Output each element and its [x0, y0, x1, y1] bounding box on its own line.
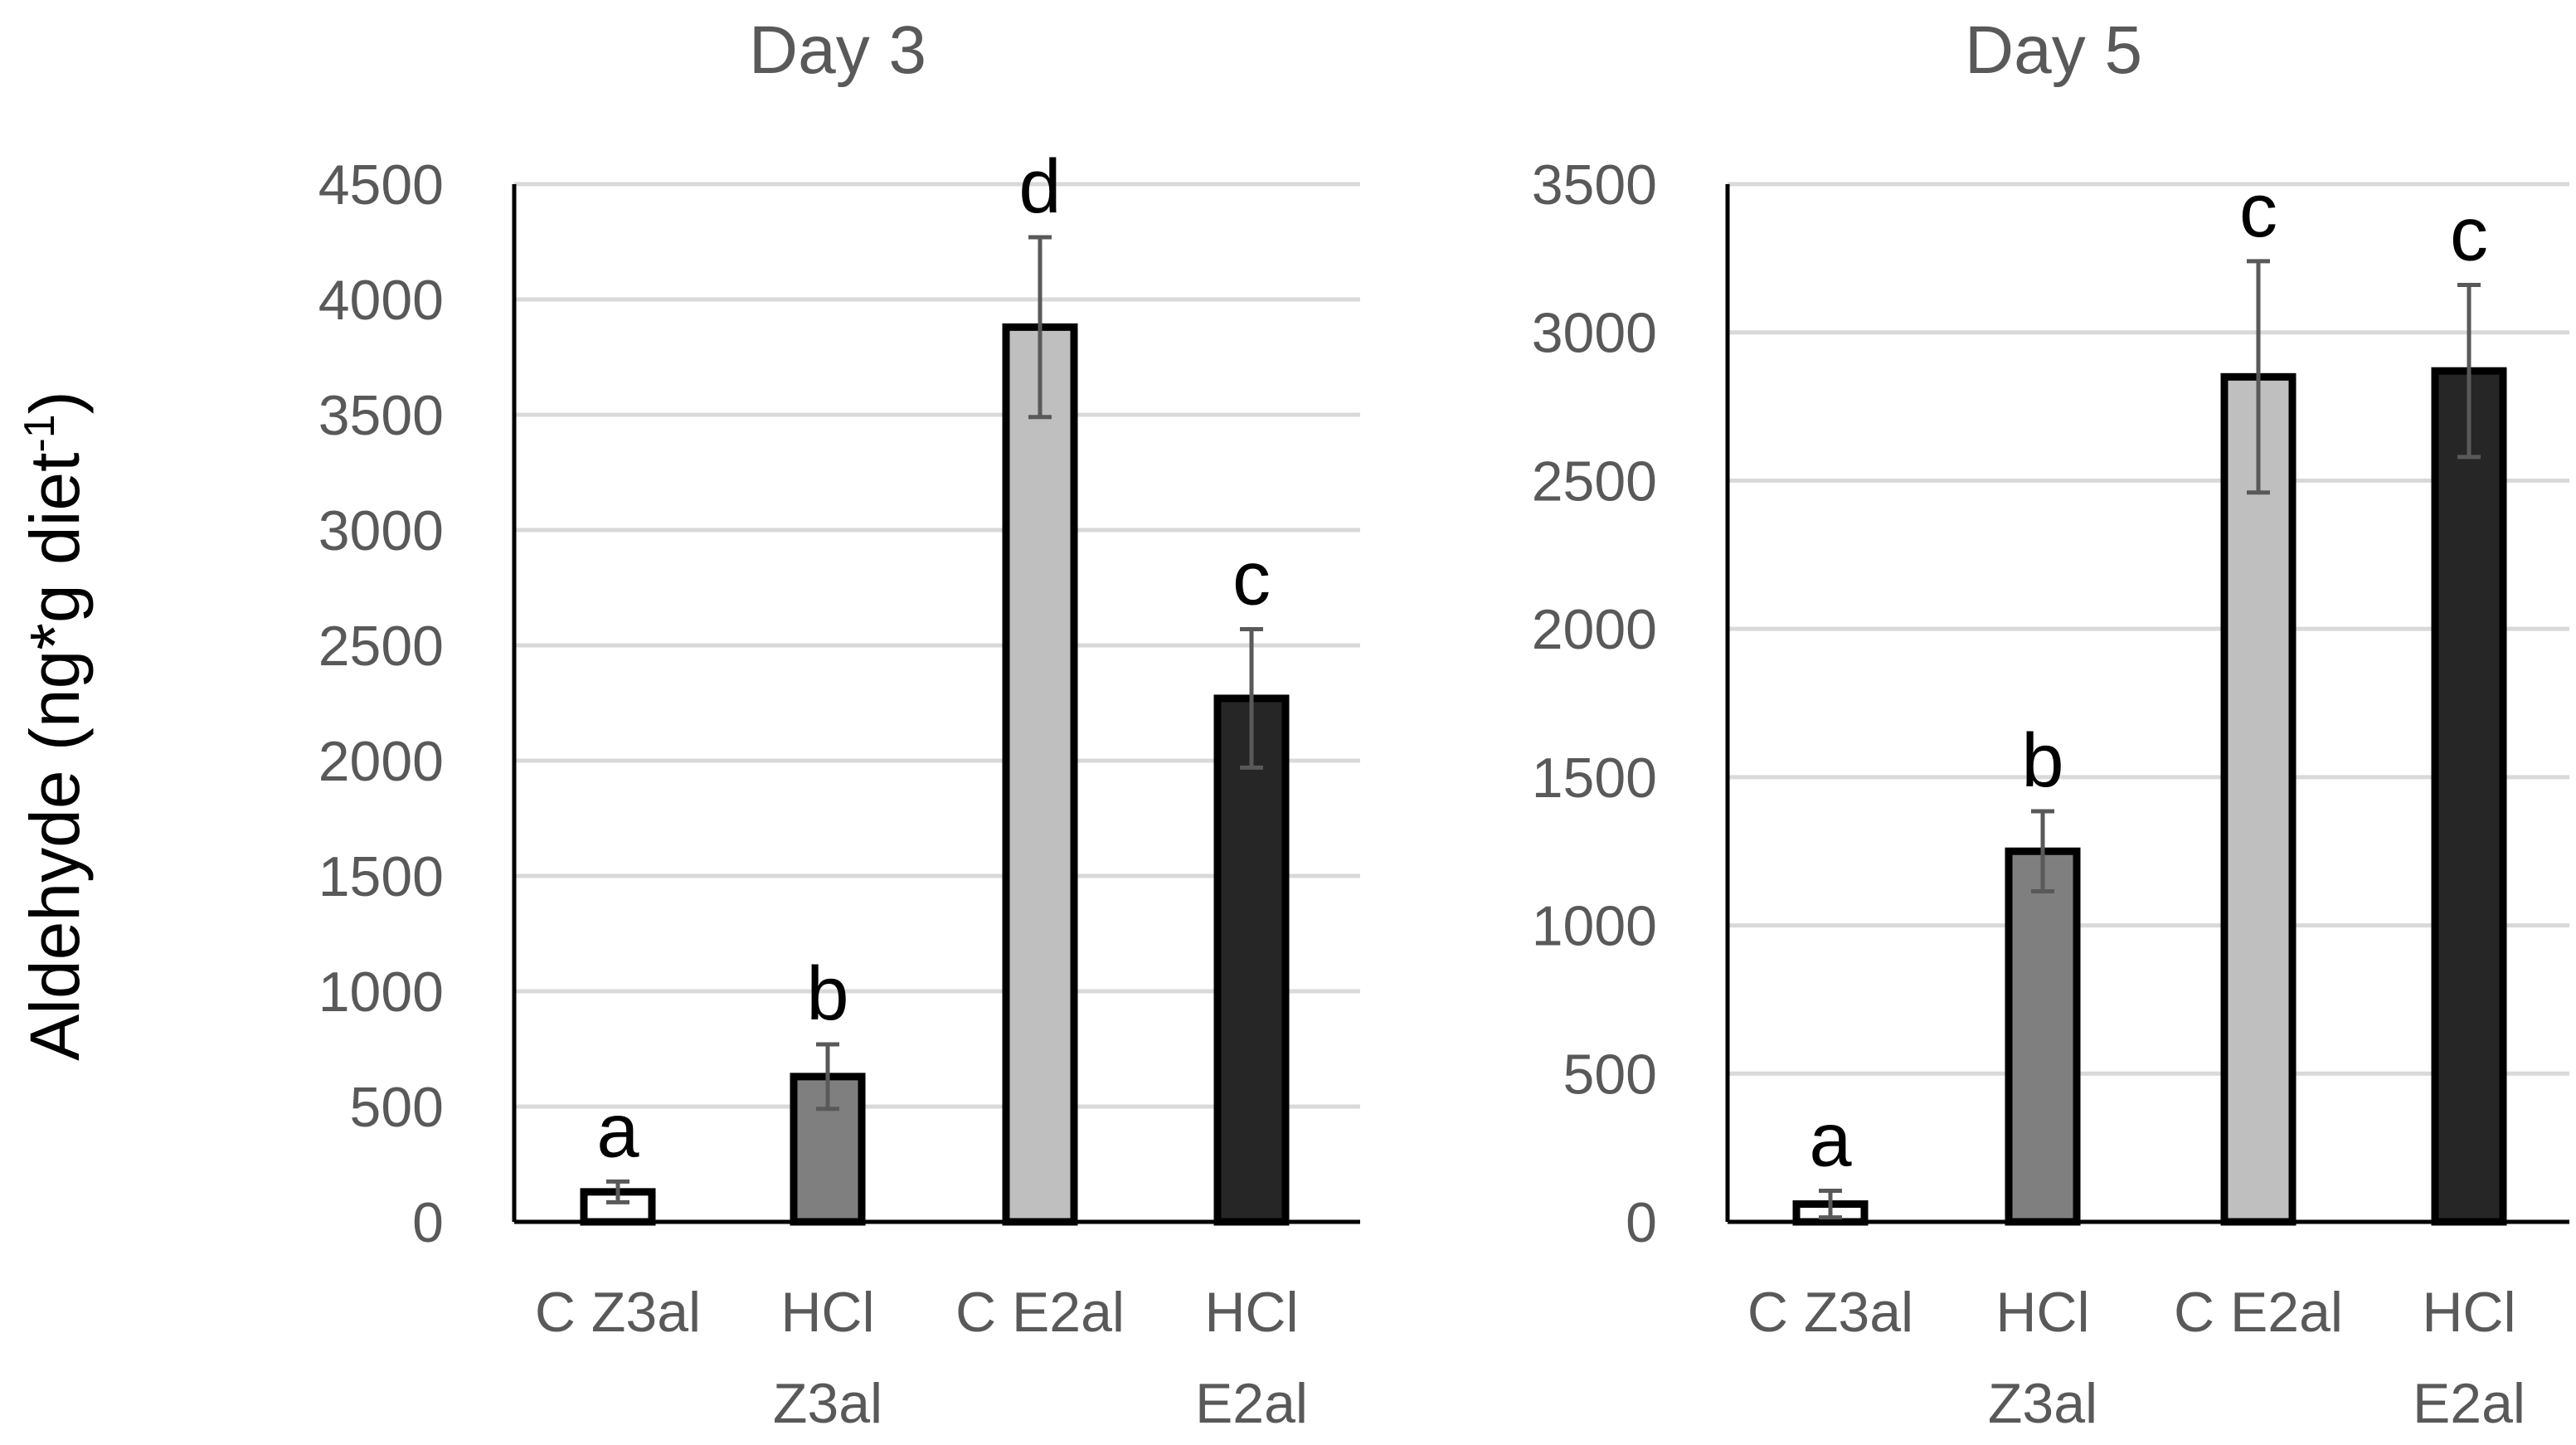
x-tick-label: HCl — [2422, 1281, 2515, 1344]
chart-title: Day 3 — [749, 12, 926, 88]
y-tick-label: 1000 — [318, 961, 444, 1024]
bar-c-e2al — [2220, 372, 2297, 1226]
error-bar — [606, 1179, 629, 1204]
y-tick-label: 1500 — [1532, 747, 1657, 810]
x-tick-label: C E2al — [955, 1281, 1125, 1344]
significance-letter: b — [806, 951, 848, 1036]
x-tick-label: Z3al — [773, 1372, 882, 1435]
y-tick-label: 3500 — [1532, 153, 1657, 217]
y-tick-label: 3500 — [318, 384, 444, 447]
y-tick-label: 2000 — [1532, 598, 1657, 661]
y-tick-label: 0 — [412, 1191, 444, 1254]
y-tick-label: 0 — [1626, 1191, 1657, 1254]
y-tick-label: 4000 — [318, 269, 444, 332]
error-bar — [816, 1042, 839, 1112]
error-bar — [2457, 283, 2481, 460]
chart-day-3: Day 3 0 500 1000 1500 2000 2500 3000 3500 4000 450… — [318, 12, 1360, 1435]
y-tick-label: 500 — [1563, 1043, 1657, 1106]
bar-c-e2al — [1002, 323, 1078, 1226]
error-bar — [2031, 809, 2054, 893]
x-tick-label: E2al — [1195, 1372, 1308, 1435]
y-tick-label: 4500 — [318, 153, 444, 217]
significance-letter: b — [2021, 718, 2063, 803]
y-tick-label: 2500 — [318, 615, 444, 678]
x-tick-label: Z3al — [1988, 1372, 2097, 1435]
error-bar — [2247, 259, 2270, 495]
bar-hcl-e2al — [2431, 367, 2507, 1226]
y-tick-label: 2000 — [318, 730, 444, 793]
x-tick-label: C Z3al — [535, 1281, 701, 1344]
x-tick-label: C E2al — [2174, 1281, 2343, 1344]
x-tick-label: C Z3al — [1747, 1281, 1913, 1344]
y-tick-label: 500 — [350, 1076, 444, 1139]
significance-letter: a — [596, 1088, 639, 1173]
y-tick-label: 3000 — [318, 499, 444, 562]
error-bar — [1819, 1188, 1842, 1220]
y-axis-label: Aldehyde (ng*g diet-1) — [16, 391, 94, 1060]
x-tick-label: HCl — [780, 1281, 874, 1344]
bar-hcl-e2al — [1213, 694, 1290, 1226]
x-tick-label: HCl — [1995, 1281, 2089, 1344]
significance-letter: c — [2450, 192, 2488, 277]
y-tick-label: 3000 — [1532, 302, 1657, 365]
significance-letter: c — [1232, 537, 1271, 621]
y-tick-label: 1000 — [1532, 895, 1657, 958]
significance-letter: a — [1809, 1097, 1852, 1182]
error-bar — [1028, 235, 1052, 420]
x-tick-label: E2al — [2413, 1372, 2525, 1435]
error-bar — [1240, 627, 1263, 770]
chart-day-5: Day 5 0 500 1000 1500 2000 2500 3000 3500 a C Z3al… — [1532, 12, 2569, 1435]
bar-hcl-z3al — [2005, 847, 2081, 1226]
y-tick-label: 2500 — [1532, 450, 1657, 513]
significance-letter: d — [1018, 144, 1061, 229]
chart-title: Day 5 — [1965, 12, 2142, 88]
significance-letter: c — [2239, 168, 2277, 253]
y-tick-label: 1500 — [318, 845, 444, 908]
x-tick-label: HCl — [1204, 1281, 1298, 1344]
